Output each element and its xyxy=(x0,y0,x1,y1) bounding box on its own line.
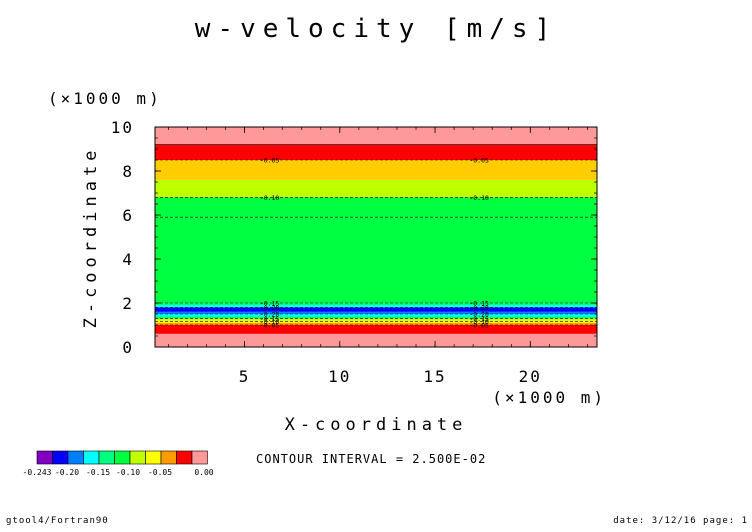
contour-label-4-0: -0.15 xyxy=(260,300,280,308)
legend-swatch-4 xyxy=(98,450,115,465)
contour-label-8-1: -0.10 xyxy=(469,318,489,326)
contour-label-4-1: -0.15 xyxy=(469,300,489,308)
x-axis-label: X-coordinate xyxy=(285,415,468,435)
y-tick-label-0: 0 xyxy=(122,338,134,357)
band-0 xyxy=(155,333,597,347)
contour-label-6-0: -0.20 xyxy=(260,311,280,319)
legend-label-1: -0.20 xyxy=(55,468,79,477)
x-tick-label-20: 20 xyxy=(519,367,542,386)
x-tick-label-15: 15 xyxy=(423,367,446,386)
band-5 xyxy=(155,316,597,319)
y-unit-label: (×1000 m) xyxy=(48,89,162,108)
x-tick-label-10: 10 xyxy=(328,367,351,386)
band-7 xyxy=(155,311,597,314)
y-tick-label-10: 10 xyxy=(111,118,134,137)
legend-swatch-6 xyxy=(129,450,146,465)
footer-right: date: 3/12/16 page: 1 xyxy=(613,516,748,526)
legend-swatch-5 xyxy=(114,450,131,465)
contour-label-6-1: -0.20 xyxy=(469,311,489,319)
y-axis-label: Z-coordinate xyxy=(81,146,101,329)
y-tick-label-2: 2 xyxy=(122,294,134,313)
chart-title: w-velocity [m/s] xyxy=(195,14,557,44)
legend-label-4: -0.05 xyxy=(148,468,172,477)
footer-left: gtool4/Fortran90 xyxy=(6,516,109,526)
legend-swatch-2 xyxy=(67,450,84,465)
legend-swatch-8 xyxy=(160,450,177,465)
band-1 xyxy=(155,325,597,334)
contour-label-2-1: -0.10 xyxy=(469,194,489,202)
contour-label-7-0: -0.15 xyxy=(260,315,280,323)
band-4 xyxy=(155,318,597,321)
contour-interval: CONTOUR INTERVAL = 2.500E-02 xyxy=(256,452,486,466)
band-12 xyxy=(155,197,597,218)
contour-label-1-1: -0.05 xyxy=(469,157,489,165)
legend-swatch-3 xyxy=(83,450,100,465)
band-9 xyxy=(155,305,597,308)
legend-label-5: 0.00 xyxy=(194,468,213,477)
y-tick-label-4: 4 xyxy=(122,250,134,269)
contour-label-5-0: -0.20 xyxy=(260,304,280,312)
legend-swatch-9 xyxy=(176,450,193,465)
contour-label-2-0: -0.10 xyxy=(260,194,280,202)
band-13 xyxy=(155,179,597,198)
band-10 xyxy=(155,303,597,306)
legend-swatch-0 xyxy=(36,450,53,465)
band-16 xyxy=(155,127,597,145)
legend-label-3: -0.10 xyxy=(116,468,140,477)
contour-label-5-1: -0.20 xyxy=(469,304,489,312)
contour-label-1-0: -0.05 xyxy=(260,157,280,165)
contour-label-9-0: -0.05 xyxy=(260,322,280,330)
band-14 xyxy=(155,160,597,180)
contour-label-9-1: -0.05 xyxy=(469,322,489,330)
band-6 xyxy=(155,314,597,317)
legend-swatch-7 xyxy=(145,450,162,465)
x-tick-label-5: 5 xyxy=(239,367,251,386)
y-tick-label-6: 6 xyxy=(122,206,134,225)
contour-label-8-0: -0.10 xyxy=(260,318,280,326)
legend-swatch-1 xyxy=(52,450,69,465)
contour-label-7-1: -0.15 xyxy=(469,315,489,323)
band-15 xyxy=(155,144,597,160)
legend-label-2: -0.15 xyxy=(86,468,110,477)
band-8 xyxy=(155,307,597,312)
y-tick-label-8: 8 xyxy=(122,162,134,181)
legend-label-0: -0.243 xyxy=(23,468,52,477)
band-11 xyxy=(155,217,597,303)
legend-swatch-10 xyxy=(191,450,208,465)
band-2 xyxy=(155,322,597,325)
x-unit-label: (×1000 m) xyxy=(492,388,606,407)
